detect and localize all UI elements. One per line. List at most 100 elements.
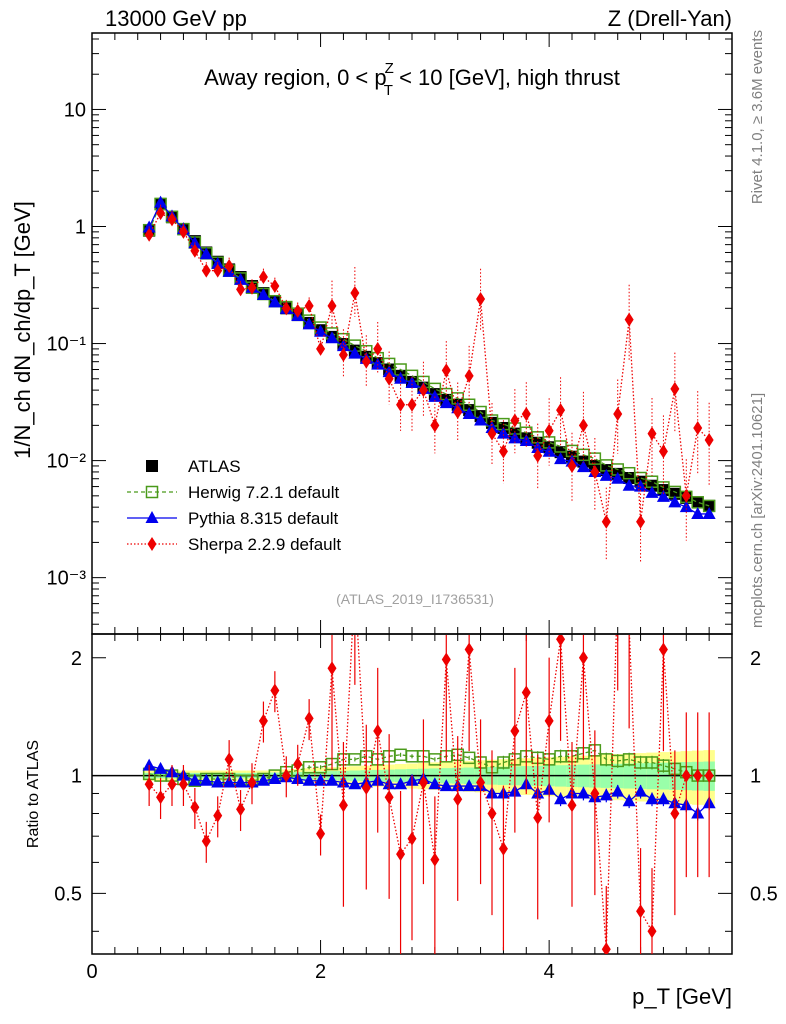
data-point <box>578 418 588 433</box>
ratio-point <box>428 777 442 790</box>
ratio-point <box>418 775 428 790</box>
ratio-point <box>656 792 670 805</box>
ratio-point <box>556 635 566 647</box>
ratio-point <box>384 790 394 805</box>
data-point <box>521 407 531 422</box>
data-point <box>496 426 510 439</box>
data-point <box>636 514 646 529</box>
ratio-point <box>234 775 248 788</box>
ratio-point <box>476 775 486 790</box>
data-point <box>154 195 168 208</box>
data-point <box>576 460 590 473</box>
data-point <box>498 444 508 459</box>
data-point <box>302 317 316 330</box>
data-point <box>567 458 577 473</box>
legend-marker <box>145 511 159 523</box>
ratio-point <box>258 713 268 728</box>
energy-label: 13000 GeV pp <box>105 6 247 31</box>
legend-item-herwig: Herwig 7.2.1 default <box>127 483 339 502</box>
ratio-point <box>554 792 568 805</box>
ratio-y-axis-label: Ratio to ATLAS <box>25 740 42 848</box>
legend-label: ATLAS <box>188 457 241 476</box>
ratio-point <box>167 777 177 792</box>
ratio-point <box>611 784 625 797</box>
data-point <box>199 247 213 260</box>
data-point <box>418 383 428 398</box>
y-tick-label: 10⁻² <box>47 451 87 473</box>
x-tick-label: 2 <box>315 961 326 983</box>
ratio-point <box>213 808 223 823</box>
data-point <box>213 263 223 278</box>
ratio-point <box>268 771 282 784</box>
process-label: Z (Drell-Yan) <box>608 6 732 31</box>
legend-marker <box>146 460 158 472</box>
legend-item-atlas: ATLAS <box>146 457 241 476</box>
ratio-point <box>647 924 657 939</box>
ratio-point <box>224 752 234 767</box>
data-point <box>656 489 670 502</box>
data-point <box>156 206 166 221</box>
ratio-y-tick-label: 2 <box>71 648 82 670</box>
data-point <box>325 331 339 344</box>
data-point <box>487 426 497 441</box>
ratio-point <box>590 786 600 801</box>
data-point <box>382 365 396 378</box>
ratio-point <box>156 790 166 805</box>
data-point <box>405 376 419 389</box>
ratio-point <box>439 779 453 792</box>
ratio-point <box>293 757 303 772</box>
data-point <box>314 324 328 337</box>
ratio-point <box>533 810 543 825</box>
legend-label: Sherpa 2.2.9 default <box>188 535 341 554</box>
ratio-point <box>373 723 383 738</box>
data-point <box>474 413 488 426</box>
ratio-point <box>453 792 463 807</box>
legend-marker <box>145 485 159 499</box>
data-point <box>304 298 314 313</box>
ratio-point <box>222 775 236 788</box>
ratio-point <box>693 768 703 783</box>
ratio-y-tick-label-right: 1 <box>750 766 761 788</box>
legend-item-sherpa: Sherpa 2.2.9 default <box>127 535 341 554</box>
ratio-point <box>190 800 200 815</box>
x-axis-label: p_T [GeV] <box>632 984 732 1009</box>
main-plot-title: Away region, 0 < pZ T < 10 [GeV], high th… <box>204 60 620 99</box>
ratio-point <box>350 576 359 590</box>
data-point <box>622 478 636 491</box>
data-point <box>691 496 704 509</box>
data-point <box>371 357 385 370</box>
ratio-point <box>567 798 577 813</box>
ratio-point <box>498 841 508 856</box>
ratio-point <box>199 773 213 786</box>
data-point <box>256 287 270 300</box>
data-point <box>613 407 623 422</box>
data-point <box>224 258 234 273</box>
data-point <box>476 292 486 307</box>
ratio-point <box>487 806 497 821</box>
ratio-point <box>154 761 168 774</box>
data-point <box>544 423 554 438</box>
data-point <box>281 301 291 316</box>
ratio-point <box>430 852 440 867</box>
data-point <box>348 346 362 359</box>
data-point <box>462 407 476 420</box>
data-point <box>453 405 463 420</box>
ratio-point <box>394 777 408 790</box>
series-sherpa <box>144 204 714 564</box>
data-point <box>556 403 566 418</box>
ratio-point <box>578 650 588 665</box>
data-point <box>338 347 348 362</box>
data-point <box>601 514 611 529</box>
ratio-point <box>316 826 326 841</box>
legend-marker <box>147 537 157 551</box>
ratio-point <box>681 768 691 783</box>
data-point <box>247 280 257 295</box>
ratio-point <box>338 798 348 813</box>
data-point <box>373 341 383 356</box>
ratio-plot-panel: 0.5 0.5 1 1 2 2 0 2 4 Ratio to ATLAS p_T [GeV] <box>25 576 778 1009</box>
analysis-id-label: (ATLAS_2019_I1736531) <box>336 591 494 607</box>
ratio-point <box>510 723 520 738</box>
ratio-point <box>325 773 339 786</box>
ratio-point <box>281 768 291 783</box>
main-y-axis-label: 1/N_ch dN_ch/dp_T [GeV] <box>10 201 35 459</box>
